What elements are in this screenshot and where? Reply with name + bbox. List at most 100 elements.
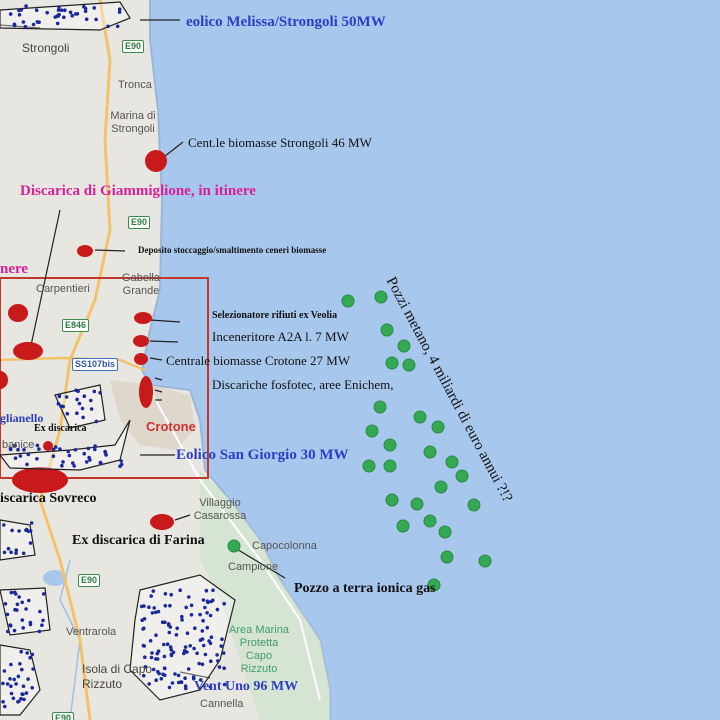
- wind-turbine-dot: [141, 673, 146, 678]
- wind-turbine-dot: [13, 443, 17, 448]
- wind-turbine-dot: [31, 22, 36, 27]
- wind-turbine-dot: [35, 457, 39, 461]
- red-site-marker[interactable]: [0, 371, 8, 389]
- wind-turbine-dot: [18, 662, 22, 666]
- red-site-marker[interactable]: [12, 467, 68, 493]
- wind-farm-area[interactable]: [129, 574, 236, 701]
- wind-turbine-dot: [34, 8, 39, 12]
- gas-well-marker[interactable]: [438, 525, 452, 539]
- place-carpentieri: Carpentieri: [36, 283, 90, 295]
- wind-turbine-dot: [8, 677, 12, 681]
- gas-well-marker[interactable]: [373, 400, 387, 414]
- red-site-marker[interactable]: [133, 335, 149, 347]
- wind-farm-area[interactable]: [0, 519, 36, 561]
- red-site-marker[interactable]: [43, 441, 53, 451]
- gas-well-marker[interactable]: [396, 519, 410, 533]
- gas-well-marker[interactable]: [341, 294, 355, 308]
- wind-turbine-dot: [183, 676, 187, 680]
- wind-turbine-dot: [98, 391, 102, 395]
- wind-turbine-dot: [92, 6, 96, 10]
- wind-turbine-dot: [26, 452, 31, 457]
- wind-farm-area[interactable]: [0, 587, 51, 636]
- wind-turbine-dot: [51, 454, 56, 459]
- wind-turbine-dot: [185, 631, 190, 635]
- coastline: [140, 0, 331, 720]
- wind-turbine-dot: [140, 618, 144, 622]
- wind-turbine-dot: [9, 590, 14, 595]
- wind-turbine-dot: [169, 592, 173, 597]
- gas-well-marker[interactable]: [362, 459, 376, 473]
- wind-turbine-dot: [159, 676, 164, 681]
- gas-well-marker[interactable]: [365, 424, 379, 438]
- annotation-ex-discarica: Ex discarica: [34, 423, 87, 434]
- place-villaggio-casarossa: Villaggio Casarossa: [193, 497, 247, 522]
- wind-turbine-dot: [198, 678, 203, 682]
- wind-farm-area[interactable]: [0, 1, 131, 31]
- wind-turbine-dot: [148, 639, 153, 643]
- gas-well-marker[interactable]: [383, 459, 397, 473]
- road-shield-e90-bottom: E90: [78, 574, 101, 587]
- gas-well-marker[interactable]: [427, 578, 441, 592]
- road-shield-e90-top: E90: [122, 40, 145, 53]
- wind-turbine-dot: [188, 644, 192, 648]
- gas-well-marker[interactable]: [445, 455, 459, 469]
- wind-farm-area[interactable]: [54, 384, 106, 429]
- red-site-marker[interactable]: [134, 353, 148, 365]
- wind-turbine-dot: [20, 667, 24, 672]
- wind-farm-area[interactable]: [0, 644, 41, 716]
- wind-turbine-dot: [93, 444, 97, 448]
- gas-well-marker[interactable]: [383, 438, 397, 452]
- crotone-highlight-box: [0, 277, 209, 479]
- wind-turbine-dot: [192, 646, 196, 651]
- wind-turbine-dot: [17, 595, 22, 599]
- wind-turbine-dot: [57, 5, 61, 9]
- gas-well-marker[interactable]: [413, 410, 427, 424]
- wind-turbine-dot: [153, 610, 158, 615]
- gas-well-marker[interactable]: [440, 550, 454, 564]
- wind-turbine-dot: [82, 451, 86, 456]
- wind-turbine-dot: [178, 588, 182, 592]
- gas-well-marker[interactable]: [385, 356, 399, 370]
- wind-turbine-dot: [16, 674, 21, 679]
- gas-well-marker[interactable]: [423, 445, 437, 459]
- wind-turbine-dot: [117, 7, 122, 11]
- gas-well-marker[interactable]: [467, 498, 481, 512]
- annotation-pozzo-terra: Pozzo a terra ionica gas: [294, 581, 436, 596]
- wind-turbine-dot: [75, 12, 80, 16]
- wind-turbine-dot: [208, 613, 213, 618]
- red-site-marker[interactable]: [145, 150, 167, 172]
- gas-well-marker[interactable]: [402, 358, 416, 372]
- wind-turbine-dot: [201, 598, 206, 602]
- red-site-marker[interactable]: [13, 342, 43, 360]
- gas-well-marker[interactable]: [397, 339, 411, 353]
- wind-turbine-dot: [200, 637, 205, 641]
- wind-turbine-dot: [82, 394, 87, 399]
- red-site-marker[interactable]: [8, 304, 28, 322]
- place-isola-di-capo-rizzuto: Isola di Capo Rizzuto: [82, 662, 153, 691]
- red-site-marker[interactable]: [77, 245, 93, 257]
- red-site-marker[interactable]: [139, 376, 153, 408]
- marine-protected-area: [200, 470, 330, 720]
- gas-well-marker[interactable]: [385, 493, 399, 507]
- wind-turbine-dot: [183, 645, 188, 649]
- wind-turbine-dot: [222, 682, 227, 687]
- gas-well-marker[interactable]: [227, 539, 241, 553]
- wind-turbine-dot: [14, 548, 19, 552]
- gas-well-marker[interactable]: [434, 480, 448, 494]
- gas-well-marker[interactable]: [431, 420, 445, 434]
- wind-turbine-dot: [31, 667, 35, 671]
- gas-well-marker[interactable]: [478, 554, 492, 568]
- gas-well-marker[interactable]: [374, 290, 388, 304]
- red-site-marker[interactable]: [150, 514, 174, 530]
- gas-well-marker[interactable]: [423, 514, 437, 528]
- wind-farm-area[interactable]: [0, 419, 131, 471]
- gas-well-marker[interactable]: [380, 323, 394, 337]
- gas-well-marker[interactable]: [410, 497, 424, 511]
- annotation-deposito-ceneri: Deposito stoccaggio/smaltimento ceneri b…: [138, 245, 327, 255]
- wind-turbine-dot: [24, 607, 28, 611]
- red-site-marker[interactable]: [134, 312, 152, 324]
- wind-turbine-dot: [51, 447, 56, 452]
- annotation-vent-uno: Vent Uno 96 MW: [194, 679, 299, 694]
- gas-well-marker[interactable]: [455, 469, 469, 483]
